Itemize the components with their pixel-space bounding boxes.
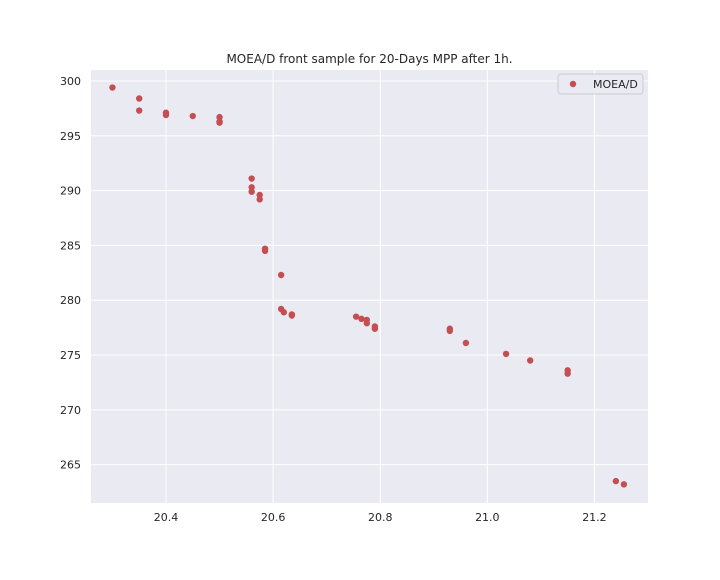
data-point bbox=[216, 119, 223, 126]
y-tick-label: 290 bbox=[60, 185, 81, 198]
data-point bbox=[109, 84, 116, 91]
data-point bbox=[612, 477, 620, 485]
x-tick-label: 20.6 bbox=[261, 511, 286, 524]
plot-area bbox=[91, 70, 648, 503]
y-tick-label: 295 bbox=[60, 130, 81, 143]
data-point bbox=[216, 113, 223, 121]
data-point bbox=[136, 107, 143, 114]
tick-labels: 20.4 20.6 20.8 21.0 21.2 265 270 275 280 285 290 29… bbox=[60, 75, 607, 524]
data-point bbox=[371, 325, 379, 332]
data-points bbox=[109, 84, 628, 488]
y-tick-label: 275 bbox=[60, 349, 81, 362]
data-point bbox=[277, 271, 285, 279]
data-point bbox=[256, 196, 263, 203]
data-point bbox=[136, 95, 143, 102]
data-point bbox=[446, 327, 454, 335]
data-point bbox=[564, 370, 571, 377]
y-tick-label: 265 bbox=[60, 459, 81, 472]
x-tick-label: 21.0 bbox=[475, 511, 500, 524]
legend: MOEA/D bbox=[557, 73, 644, 95]
data-point bbox=[261, 247, 269, 255]
legend-marker bbox=[569, 80, 577, 88]
data-point bbox=[620, 481, 628, 488]
grid-lines bbox=[91, 70, 648, 503]
data-point bbox=[502, 350, 510, 358]
x-tick-label: 20.8 bbox=[368, 511, 393, 524]
data-point bbox=[462, 339, 470, 347]
data-point bbox=[363, 320, 371, 327]
data-point bbox=[288, 312, 296, 319]
data-point bbox=[280, 309, 288, 316]
chart-title: MOEA/D front sample for 20-Days MPP afte… bbox=[226, 52, 512, 66]
data-point bbox=[189, 112, 196, 120]
y-tick-label: 285 bbox=[60, 239, 81, 252]
y-tick-label: 280 bbox=[60, 294, 81, 307]
legend-label: MOEA/D bbox=[593, 78, 638, 91]
data-point bbox=[352, 313, 360, 320]
x-tick-label: 20.4 bbox=[154, 511, 179, 524]
data-point bbox=[526, 357, 534, 364]
data-point bbox=[162, 111, 170, 119]
data-point bbox=[248, 184, 255, 191]
data-point bbox=[256, 191, 263, 199]
y-tick-label: 270 bbox=[60, 404, 81, 417]
data-point bbox=[248, 175, 255, 182]
data-point bbox=[358, 315, 365, 323]
y-tick-label: 300 bbox=[60, 75, 81, 88]
x-tick-label: 21.2 bbox=[582, 511, 607, 524]
legend-box bbox=[557, 73, 644, 95]
data-point bbox=[248, 188, 255, 195]
